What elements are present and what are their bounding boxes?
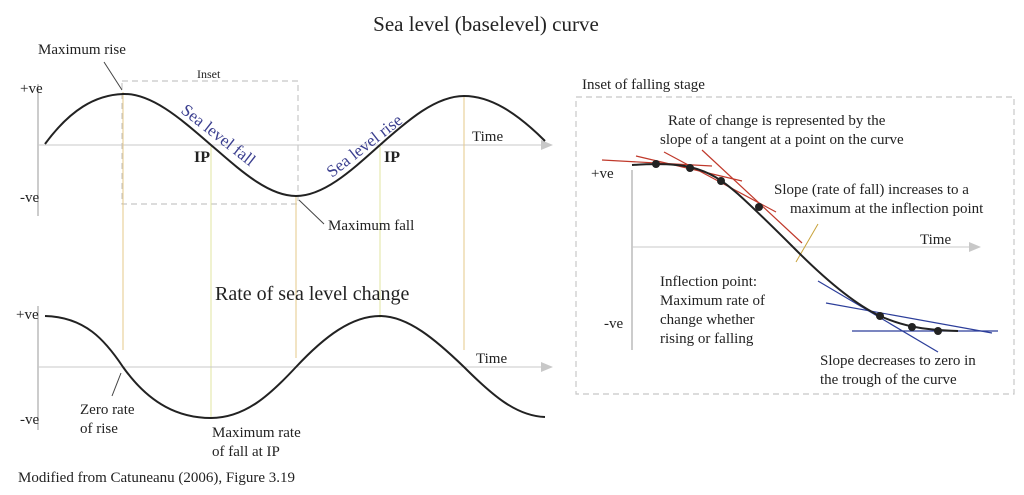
- curve-point-6: [908, 323, 916, 331]
- max-rate-label-line1: Maximum rate: [212, 425, 301, 441]
- zero-rate-label-line2: of rise: [80, 421, 118, 437]
- inset-y-neg-label: -ve: [604, 316, 623, 332]
- ip-fall-label: IP: [194, 149, 210, 166]
- maximum-rise-leader: [103, 61, 123, 91]
- bottom-y-pos-label: +ve: [16, 307, 39, 323]
- sea-level-fall-label: Sea level fall: [178, 100, 260, 170]
- source-caption: Modified from Catuneanu (2006), Figure 3…: [18, 470, 295, 486]
- inset-y-pos-label: +ve: [591, 166, 614, 182]
- main-title: Sea level (baselevel) curve: [373, 12, 599, 36]
- inflection-line4: rising or falling: [660, 331, 754, 347]
- ip-rise-label: IP: [384, 149, 400, 166]
- curve-point-2: [686, 164, 694, 172]
- rate-curve: [44, 314, 546, 420]
- slope-increase-line1: Slope (rate of fall) increases to a: [774, 182, 969, 198]
- inset-region-label: Inset: [197, 67, 221, 81]
- bottom-time-label: Time: [476, 351, 507, 367]
- inset-panel-title: Inset of falling stage: [582, 77, 705, 93]
- rate-note-line2: slope of a tangent at a point on the cur…: [660, 132, 904, 148]
- top-y-pos-label: +ve: [20, 81, 43, 97]
- top-y-neg-label: -ve: [20, 190, 39, 206]
- sea-level-rise-label: Sea level rise: [323, 110, 406, 181]
- rate-note-line1: Rate of change is represented by the: [668, 113, 886, 129]
- tangent-blue-2: [825, 302, 993, 334]
- tangent-red-4: [701, 149, 803, 244]
- maximum-rise-label: Maximum rise: [38, 42, 126, 58]
- slope-increase-line2: maximum at the inflection point: [790, 201, 984, 217]
- curve-point-5: [876, 312, 884, 320]
- inflection-tick: [795, 223, 819, 263]
- slope-decrease-line2: the trough of the curve: [820, 372, 957, 388]
- inset-time-label: Time: [920, 232, 951, 248]
- maximum-fall-label: Maximum fall: [328, 218, 414, 234]
- sea-level-curve: [44, 92, 546, 198]
- curve-point-3: [717, 177, 725, 185]
- curve-point-7: [934, 327, 942, 335]
- max-rate-label-line2: of fall at IP: [212, 444, 280, 460]
- rate-title: Rate of sea level change: [215, 283, 409, 305]
- inflection-line1: Inflection point:: [660, 274, 757, 290]
- zero-rate-label-line1: Zero rate: [80, 402, 135, 418]
- curve-point-4: [755, 203, 763, 211]
- inset-panel-box: [575, 96, 1015, 395]
- maximum-fall-leader: [298, 199, 325, 225]
- curve-point-1: [652, 160, 660, 168]
- slope-decrease-line1: Slope decreases to zero in: [820, 353, 976, 369]
- inflection-line3: change whether: [660, 312, 755, 328]
- zero-rate-leader: [111, 372, 122, 397]
- top-time-label: Time: [472, 129, 503, 145]
- inflection-line2: Maximum rate of: [660, 293, 765, 309]
- bottom-y-neg-label: -ve: [20, 412, 39, 428]
